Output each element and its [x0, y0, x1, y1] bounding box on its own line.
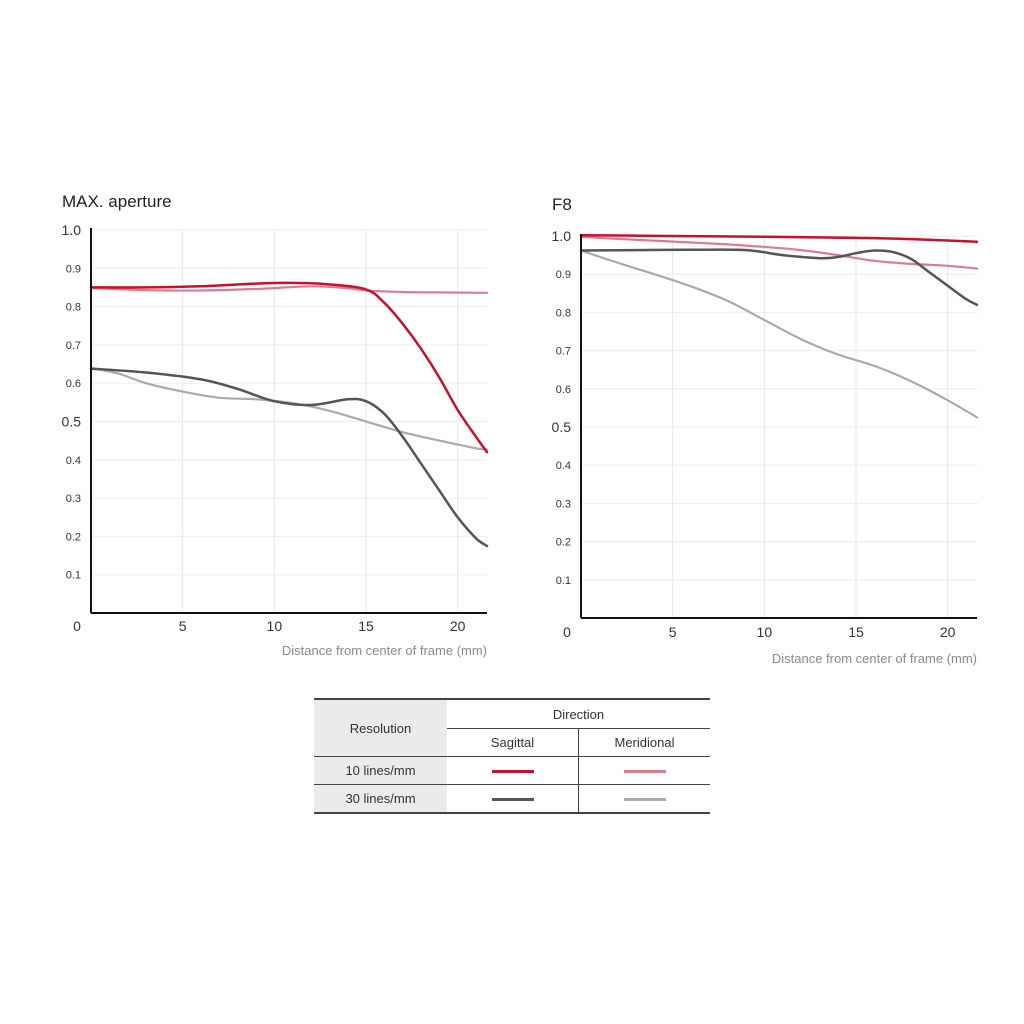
chart-title: F8 — [552, 195, 572, 214]
x-axis-title: Distance from center of frame (mm) — [282, 643, 487, 658]
series-line-m30 — [89, 366, 489, 451]
y-tick-label: 0.1 — [66, 570, 81, 582]
meridional-10-swatch — [623, 770, 666, 774]
series-line-s30 — [579, 248, 979, 307]
x-tick-label: 20 — [940, 624, 956, 640]
y-tick-label: 0.3 — [66, 493, 81, 505]
series-line-s10 — [579, 233, 979, 243]
y-tick-label: 0.8 — [556, 307, 571, 319]
legend-row-label: 30 lines/mm — [314, 784, 447, 814]
sagittal-30-swatch — [491, 798, 534, 802]
x-tick-label: 0 — [73, 618, 81, 634]
series-line-s10 — [89, 281, 489, 454]
series-line-m10 — [89, 285, 489, 294]
y-tick-label: 0.2 — [556, 537, 571, 549]
legend-row-10lp: 10 lines/mm — [314, 756, 710, 785]
y-tick-label: 0.3 — [556, 498, 571, 510]
legend-row-30lp: 30 lines/mm — [314, 784, 710, 814]
y-tick-label: 0.7 — [556, 346, 571, 358]
y-tick-label: 0.2 — [66, 531, 81, 543]
x-tick-label: 5 — [669, 624, 677, 640]
x-tick-label: 15 — [358, 618, 374, 634]
x-tick-label: 0 — [563, 624, 571, 640]
sagittal-header: Sagittal — [447, 728, 579, 757]
chart-title: MAX. aperture — [62, 192, 172, 211]
meridional-header: Meridional — [578, 728, 710, 757]
y-tick-label: 0.8 — [66, 302, 81, 314]
y-tick-label: 0.4 — [556, 460, 571, 472]
x-axis-title: Distance from center of frame (mm) — [772, 651, 977, 666]
series-line-s30 — [89, 367, 489, 548]
y-tick-label: 0.5 — [62, 414, 82, 430]
y-tick-label: 0.6 — [556, 384, 571, 396]
legend-row-label: 10 lines/mm — [314, 756, 447, 785]
y-tick-label: 0.5 — [552, 419, 572, 435]
series-line-m10 — [579, 235, 979, 270]
direction-header: Direction — [447, 698, 710, 729]
y-tick-label: 0.9 — [66, 263, 81, 275]
series-line-m30 — [579, 249, 979, 419]
x-tick-label: 10 — [757, 624, 773, 640]
y-tick-label: 0.1 — [556, 575, 571, 587]
meridional-30-swatch — [623, 798, 666, 802]
chart-f8: F8 1.0 0.9 0.8 0.7 0.6 0.5 0.4 0.3 0.2 0.1 0 5 10 15 20… — [552, 195, 979, 666]
resolution-header: Resolution — [314, 698, 447, 757]
chart-max-aperture: MAX. aperture 1.0 0.9 0.8 0.7 0.6 0.5 0.4 0.3 0.2… — [62, 192, 489, 658]
x-tick-label: 20 — [450, 618, 466, 634]
x-tick-label: 10 — [267, 618, 283, 634]
y-tick-label: 1.0 — [62, 222, 82, 238]
legend-table: Resolution Direction Sagittal Meridional… — [314, 698, 710, 814]
y-tick-label: 0.9 — [556, 269, 571, 281]
y-tick-label: 1.0 — [552, 228, 572, 244]
x-tick-label: 5 — [179, 618, 187, 634]
x-tick-label: 15 — [848, 624, 864, 640]
y-tick-label: 0.4 — [66, 455, 81, 467]
y-tick-label: 0.7 — [66, 340, 81, 352]
sagittal-10-swatch — [491, 770, 534, 774]
y-tick-label: 0.6 — [66, 378, 81, 390]
